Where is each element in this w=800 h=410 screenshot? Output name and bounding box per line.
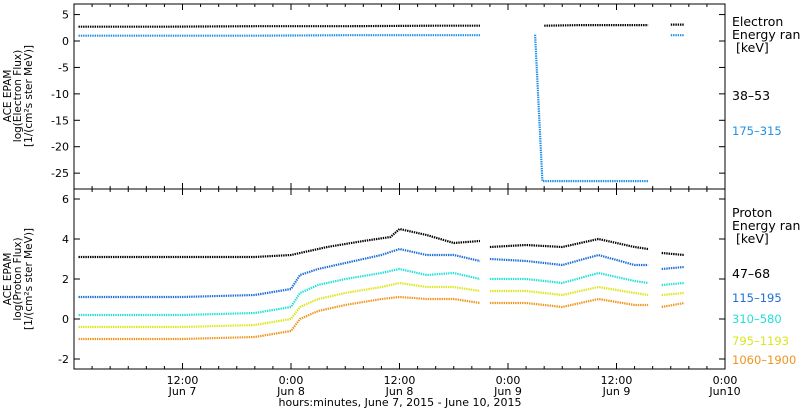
electron-ytick-label: -10 (51, 88, 69, 101)
proton-series-310–580 (78, 267, 685, 317)
x-tick-date-label: Jun10 (708, 385, 740, 398)
electron-legend-title: Electron (732, 14, 783, 29)
proton-legend-1060-1900: 1060–1900 (732, 353, 796, 367)
electron-ylabel-line3: [1/(cm²s ster MeV)] (23, 45, 35, 147)
data-series (78, 23, 685, 341)
electron-legend-175-315: 175–315 (732, 124, 782, 138)
electron-ylabel-line1: ACE EPAM (2, 70, 14, 123)
proton-legend-47-68: 47–68 (732, 266, 770, 281)
electron-ytick-label: -25 (51, 167, 69, 180)
electron-legend-unit: [keV] (736, 40, 769, 55)
x-tick-time-label: 12:00 (601, 374, 633, 387)
proton-legend-unit: [keV] (736, 231, 769, 246)
proton-series-47–68 (78, 227, 685, 259)
x-tick-date-label: Jun 8 (276, 385, 305, 398)
electron-ytick-label: -5 (58, 61, 69, 74)
electron-legend-38-53: 38–53 (732, 88, 770, 103)
electron-series-175–315 (78, 34, 685, 183)
proton-series-795–1193 (78, 281, 685, 329)
proton-ytick-label: -2 (58, 353, 69, 366)
proton-panel-frame (73, 188, 726, 370)
proton-legend-115-195: 115–195 (732, 291, 782, 305)
electron-ytick-label: 5 (62, 9, 69, 22)
proton-legend-subtitle: Energy ranges (732, 218, 800, 233)
x-tick-date-label: Jun 8 (385, 385, 414, 398)
x-tick-time-label: 0:00 (713, 374, 738, 387)
electron-panel-frame (73, 3, 726, 190)
proton-legend-310-580: 310–580 (732, 312, 782, 326)
proton-ytick-label: 0 (62, 313, 69, 326)
proton-legend-title: Proton (732, 205, 772, 220)
electron-ylabel-line2: log(Electron Flux) (12, 50, 24, 142)
proton-ytick-label: 2 (62, 273, 69, 286)
x-tick-time-label: 0:00 (279, 374, 304, 387)
proton-ylabel-line2: log(Proton Flux) (12, 237, 24, 320)
proton-ylabel-line1: ACE EPAM (2, 253, 14, 306)
x-tick-date-label: Jun 9 (602, 385, 631, 398)
x-tick-date-label: Jun 9 (493, 385, 522, 398)
x-tick-time-label: 0:00 (496, 374, 521, 387)
electron-series-38–53 (78, 23, 685, 28)
x-tick-date-label: Jun 7 (168, 385, 197, 398)
electron-ytick-label: 0 (62, 35, 69, 48)
electron-ytick-label: -20 (51, 141, 69, 154)
x-tick-time-label: 12:00 (167, 374, 199, 387)
electron-legend-subtitle: Energy ranges (732, 27, 800, 42)
proton-ytick-label: 6 (62, 193, 69, 206)
x-tick-time-label: 12:00 (384, 374, 416, 387)
proton-series-115–195 (78, 247, 685, 299)
proton-ylabel-line3: [1/(cm²s ster MeV)] (23, 228, 35, 330)
proton-ytick-label: 4 (62, 233, 69, 246)
x-axis-label: hours:minutes, June 7, 2015 - June 10, 2… (279, 396, 522, 409)
proton-series-1060–1900 (78, 295, 685, 341)
electron-ytick-label: -15 (51, 114, 69, 127)
proton-legend-795-1193: 795–1193 (732, 334, 789, 348)
